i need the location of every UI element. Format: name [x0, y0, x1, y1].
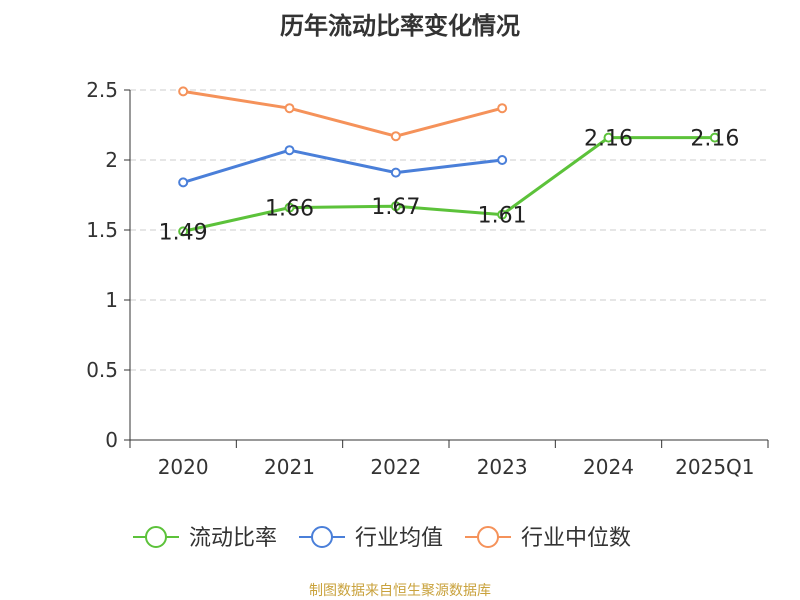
data-label: 1.67: [371, 195, 420, 220]
y-tick-label: 2.5: [86, 78, 118, 102]
legend-item[interactable]: 行业均值: [299, 526, 443, 551]
data-point[interactable]: [497, 103, 508, 114]
y-tick-label: 1.5: [86, 218, 118, 242]
x-tick-label: 2024: [583, 455, 634, 479]
x-tick-label: 2023: [477, 455, 528, 479]
data-point[interactable]: [178, 177, 189, 188]
data-label: 1.49: [159, 220, 208, 245]
x-tick-label: 2020: [158, 455, 209, 479]
data-label: 1.66: [265, 197, 314, 222]
series-line: [182, 136, 715, 233]
y-tick-label: 0.5: [86, 358, 118, 382]
data-point[interactable]: [497, 209, 508, 220]
grid-lines: [130, 89, 768, 371]
legend-label: 行业均值: [355, 526, 443, 551]
chart-title: 历年流动比率变化情况: [280, 12, 520, 40]
data-point[interactable]: [390, 201, 401, 212]
legend-marker: [145, 526, 167, 548]
legend-marker: [477, 526, 499, 548]
x-tick-label: 2022: [370, 455, 421, 479]
legend-item[interactable]: 行业中位数: [465, 526, 631, 551]
data-point[interactable]: [284, 202, 295, 213]
data-point[interactable]: [709, 132, 720, 143]
legend-label: 流动比率: [189, 526, 277, 551]
y-tick-label: 0: [105, 428, 118, 452]
data-point[interactable]: [603, 132, 614, 143]
source-footer: 制图数据来自恒生聚源数据库: [309, 583, 491, 599]
data-labels: 1.49 1.66 1.67 1.61 2.16 2.16: [159, 127, 740, 246]
data-label: 2.16: [690, 127, 739, 152]
axes: 0 0.5 1 1.5 2 2.5 2020 2021 2022 2023 2024 2025Q1: [86, 78, 769, 479]
series-line: [182, 89, 503, 138]
y-tick-label: 1: [105, 288, 118, 312]
data-point[interactable]: [178, 226, 189, 237]
legend-label: 行业中位数: [521, 526, 631, 551]
x-tick-label: 2021: [264, 455, 315, 479]
data-point[interactable]: [284, 145, 295, 156]
series-line: [182, 148, 503, 184]
legend[interactable]: 流动比率 行业均值 行业中位数: [133, 526, 631, 551]
data-label: 2.16: [584, 127, 633, 152]
data-point[interactable]: [284, 103, 295, 114]
y-tick-label: 2: [105, 148, 118, 172]
data-point[interactable]: [497, 155, 508, 165]
series-layer: [178, 86, 720, 237]
legend-marker: [311, 526, 333, 548]
x-tick-label: 2025Q1: [675, 455, 754, 479]
data-point[interactable]: [390, 167, 401, 178]
legend-item[interactable]: 流动比率: [133, 526, 277, 551]
data-point[interactable]: [390, 131, 401, 142]
data-label: 1.61: [478, 204, 527, 229]
data-point[interactable]: [178, 86, 189, 97]
